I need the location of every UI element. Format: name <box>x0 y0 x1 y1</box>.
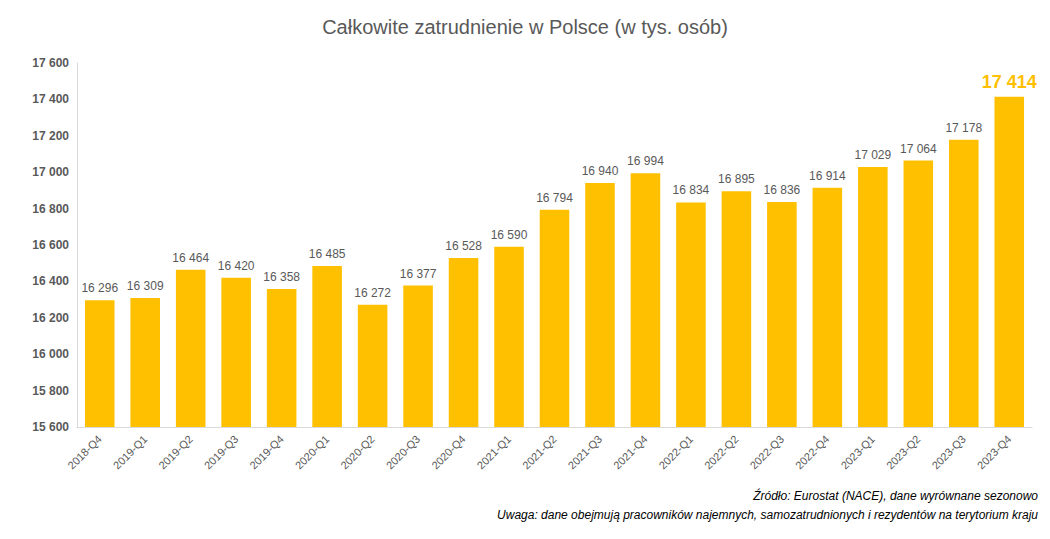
svg-text:2018-Q4: 2018-Q4 <box>65 433 104 472</box>
svg-text:2019-Q1: 2019-Q1 <box>111 433 150 472</box>
svg-text:2023-Q1: 2023-Q1 <box>838 433 877 472</box>
svg-text:2022-Q2: 2022-Q2 <box>702 433 741 472</box>
svg-text:17 400: 17 400 <box>32 92 69 106</box>
svg-text:16 836: 16 836 <box>764 183 801 197</box>
svg-text:17 000: 17 000 <box>32 165 69 179</box>
svg-text:15 800: 15 800 <box>32 384 69 398</box>
svg-text:16 800: 16 800 <box>32 202 69 216</box>
svg-text:17 064: 17 064 <box>900 142 937 156</box>
svg-text:16 272: 16 272 <box>354 286 391 300</box>
svg-text:16 464: 16 464 <box>172 251 209 265</box>
svg-text:2019-Q2: 2019-Q2 <box>156 433 195 472</box>
svg-text:2023-Q3: 2023-Q3 <box>929 433 968 472</box>
svg-text:16 420: 16 420 <box>218 259 255 273</box>
svg-text:17 178: 17 178 <box>945 121 982 135</box>
svg-text:2020-Q2: 2020-Q2 <box>338 433 377 472</box>
svg-text:16 590: 16 590 <box>491 228 528 242</box>
svg-text:17 200: 17 200 <box>32 129 69 143</box>
svg-text:16 309: 16 309 <box>127 279 164 293</box>
svg-text:2021-Q3: 2021-Q3 <box>566 433 605 472</box>
svg-text:16 200: 16 200 <box>32 311 69 325</box>
svg-text:2020-Q3: 2020-Q3 <box>384 433 423 472</box>
svg-text:2022-Q3: 2022-Q3 <box>747 433 786 472</box>
svg-text:Źródło: Eurostat (NACE), dane: Źródło: Eurostat (NACE), dane wyrównane … <box>752 488 1038 503</box>
svg-text:17 600: 17 600 <box>32 56 69 70</box>
svg-text:2021-Q4: 2021-Q4 <box>611 433 650 472</box>
svg-text:2019-Q3: 2019-Q3 <box>202 433 241 472</box>
svg-text:2023-Q4: 2023-Q4 <box>975 433 1014 472</box>
svg-text:16 000: 16 000 <box>32 347 69 361</box>
svg-text:Uwaga: dane obejmują pracownik: Uwaga: dane obejmują pracowników najemny… <box>497 508 1038 522</box>
svg-text:2020-Q1: 2020-Q1 <box>293 433 332 472</box>
svg-text:17 029: 17 029 <box>854 148 891 162</box>
svg-text:17 414: 17 414 <box>982 72 1037 92</box>
svg-text:2019-Q4: 2019-Q4 <box>247 433 286 472</box>
svg-text:15 600: 15 600 <box>32 420 69 434</box>
svg-text:Całkowite zatrudnienie w Polsc: Całkowite zatrudnienie w Polsce (w tys. … <box>322 16 728 38</box>
svg-text:16 528: 16 528 <box>445 239 482 253</box>
svg-text:16 895: 16 895 <box>718 172 755 186</box>
svg-text:16 400: 16 400 <box>32 274 69 288</box>
svg-text:16 485: 16 485 <box>309 247 346 261</box>
svg-text:2022-Q4: 2022-Q4 <box>793 433 832 472</box>
svg-text:16 994: 16 994 <box>627 154 664 168</box>
svg-text:16 914: 16 914 <box>809 169 846 183</box>
svg-text:2020-Q4: 2020-Q4 <box>429 433 468 472</box>
svg-text:16 358: 16 358 <box>263 270 300 284</box>
svg-text:16 834: 16 834 <box>673 183 710 197</box>
svg-text:16 600: 16 600 <box>32 238 69 252</box>
svg-text:16 377: 16 377 <box>400 267 437 281</box>
svg-text:2021-Q1: 2021-Q1 <box>475 433 514 472</box>
svg-text:16 296: 16 296 <box>81 281 118 295</box>
svg-text:16 940: 16 940 <box>582 164 619 178</box>
svg-text:16 794: 16 794 <box>536 191 573 205</box>
svg-text:2021-Q2: 2021-Q2 <box>520 433 559 472</box>
svg-text:2022-Q1: 2022-Q1 <box>656 433 695 472</box>
svg-text:2023-Q2: 2023-Q2 <box>884 433 923 472</box>
